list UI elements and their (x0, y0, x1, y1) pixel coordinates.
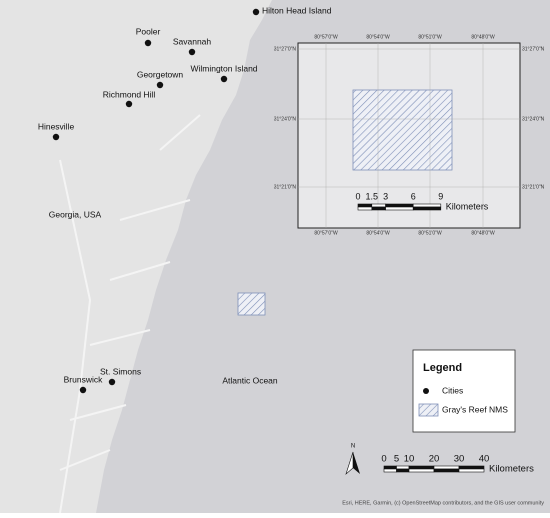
city (188, 48, 196, 56)
legend-city-symbol (423, 388, 429, 394)
scale-segment (385, 203, 414, 208)
lat-label: 31°24'0"N (522, 116, 545, 122)
scale-segment (383, 465, 397, 470)
city-label: Georgetown (137, 69, 184, 79)
legend-reef-symbol (418, 403, 439, 417)
lon-label: 80°48'0"W (471, 230, 495, 236)
scale-segment (357, 203, 373, 208)
city (156, 81, 164, 89)
rivers (59, 114, 201, 514)
north-arrow (353, 452, 360, 474)
scale-unit: Kilometers (446, 201, 489, 211)
scale-segment (433, 465, 460, 470)
city-label: Brunswick (64, 374, 103, 384)
scale-segment (408, 465, 435, 470)
scale-label: 40 (479, 454, 490, 465)
scale-segment (396, 468, 410, 473)
city (108, 378, 116, 386)
city-label: Hinesville (38, 121, 75, 131)
scale-segment (408, 468, 435, 473)
region-label: Georgia, USA (49, 209, 102, 219)
scale-label: 5 (394, 454, 399, 465)
scale-segment (371, 203, 386, 208)
city-label: Hilton Head Island (262, 5, 332, 15)
scale-segment (357, 206, 373, 211)
scale-segment (412, 206, 442, 211)
scale-label: 3 (383, 191, 388, 201)
city (79, 386, 87, 394)
scale-label: 20 (429, 454, 440, 465)
city (144, 39, 152, 47)
lat-label: 31°21'0"N (522, 184, 545, 190)
city-label: Savannah (173, 36, 212, 46)
lat-label: 31°24'0"N (274, 116, 297, 122)
legend-item: Gray's Reef NMS (442, 404, 508, 414)
scale-label: 9 (438, 191, 443, 201)
scale-segment (433, 468, 460, 473)
scale-label: 10 (404, 454, 415, 465)
legend-title: Legend (423, 362, 462, 374)
lat-label: 31°21'0"N (274, 184, 297, 190)
inset-reef (352, 89, 453, 171)
lat-label: 31°27'0"N (522, 46, 545, 52)
scale-label: 0 (381, 454, 386, 465)
north-label: N (351, 444, 355, 450)
city (52, 133, 60, 141)
scale-segment (458, 468, 485, 473)
city-label: Richmond Hill (103, 89, 156, 99)
lon-label: 80°54'0"W (366, 34, 390, 40)
city (252, 8, 260, 16)
scale-label: 1.5 (366, 191, 379, 201)
scale-unit: Kilometers (489, 464, 534, 475)
lon-label: 80°57'0"W (314, 34, 338, 40)
scale-segment (396, 465, 410, 470)
city (125, 100, 133, 108)
scale-label: 30 (454, 454, 465, 465)
scale-segment (385, 206, 414, 211)
ocean-label: Atlantic Ocean (222, 375, 278, 385)
attribution: Esri, HERE, Garmin, (c) OpenStreetMap co… (342, 500, 544, 506)
city-label: St. Simons (100, 366, 141, 376)
lon-label: 80°51'0"W (418, 230, 442, 236)
city-label: Wilmington Island (190, 63, 257, 73)
scale-label: 6 (411, 191, 416, 201)
city (220, 75, 228, 83)
lon-label: 80°54'0"W (366, 230, 390, 236)
grays-reef (237, 292, 266, 316)
lon-label: 80°57'0"W (314, 230, 338, 236)
scale-segment (458, 465, 485, 470)
legend-item: Cities (442, 385, 463, 395)
scale-segment (383, 468, 397, 473)
land (0, 0, 272, 513)
city-label: Pooler (136, 26, 161, 36)
lon-label: 80°51'0"W (418, 34, 442, 40)
scale-segment (371, 206, 386, 211)
north-arrow (345, 451, 354, 475)
scale-label: 0 (355, 191, 360, 201)
lon-label: 80°48'0"W (471, 34, 495, 40)
legend-box (412, 349, 516, 433)
scale-segment (412, 203, 442, 208)
lat-label: 31°27'0"N (274, 46, 297, 52)
